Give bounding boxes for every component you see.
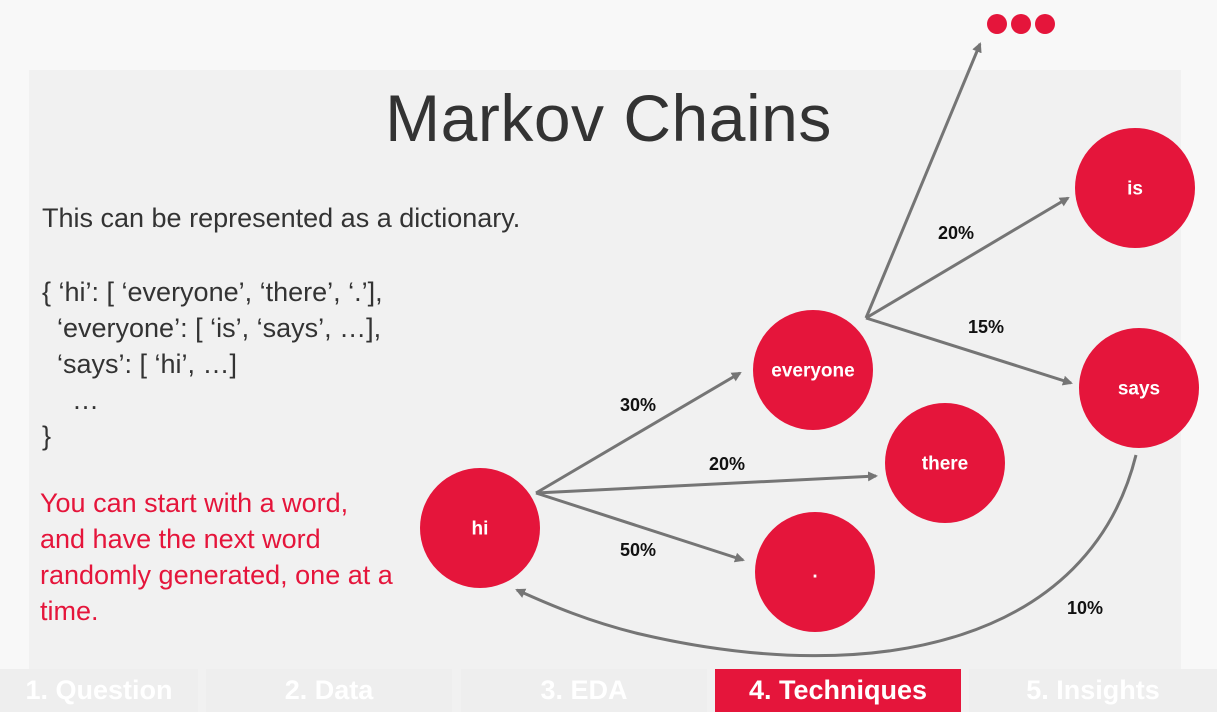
tab-question[interactable]: 1. Question [0, 669, 198, 712]
edge-everyone-is [865, 196, 1070, 320]
node-label: says [1118, 379, 1160, 400]
dict-line: … [42, 385, 100, 415]
edge-hi-period [535, 491, 745, 563]
edge-label-everyone-says: 15% [968, 317, 1004, 337]
node-hi: hi [420, 468, 540, 588]
tab-techniques[interactable]: 4. Techniques [715, 669, 961, 712]
section-tabs: 1. Question 2. Data 3. EDA 4. Techniques… [0, 669, 1217, 712]
node-label: is [1127, 179, 1143, 200]
edge-label-hi-everyone: 30% [620, 395, 656, 415]
edge-hi-there [535, 471, 878, 495]
tab-data[interactable]: 2. Data [206, 669, 452, 712]
ellipsis-dot [1011, 14, 1031, 34]
node-circle [1079, 328, 1199, 448]
tab-eda[interactable]: 3. EDA [461, 669, 707, 712]
edge-label-everyone-more: 20% [938, 223, 974, 243]
node-circle [420, 468, 540, 588]
intro-text: This can be represented as a dictionary. [42, 203, 521, 233]
edge-says-hi [515, 454, 1138, 658]
tab-insights[interactable]: 5. Insights [969, 669, 1217, 712]
node-is: is [1075, 128, 1195, 248]
node-everyone: everyone [753, 310, 873, 430]
node-label: there [922, 454, 968, 475]
node-label: hi [472, 519, 489, 540]
node-there: there [885, 403, 1005, 523]
dict-line: ‘everyone’: [ ‘is’, ‘says’, …], [42, 313, 382, 343]
node-circle [1075, 128, 1195, 248]
node-label: . [812, 562, 817, 583]
node-circle [885, 403, 1005, 523]
node-label: everyone [771, 361, 854, 382]
edge-everyone-says [865, 316, 1073, 386]
content-panel [29, 70, 1181, 712]
dict-line: ‘says’: [ ‘hi’, …] [42, 349, 238, 379]
ellipsis-dot [987, 14, 1007, 34]
edge-label-hi-period: 50% [620, 540, 656, 560]
edge-everyone-more [864, 42, 982, 319]
highlight-note: You can start with a word, and have the … [40, 488, 393, 626]
dict-line: { ‘hi’: [ ‘everyone’, ‘there’, ‘.’], [42, 277, 383, 307]
edge-label-says-hi: 10% [1067, 598, 1103, 618]
node-circle [755, 512, 875, 632]
edge-label-hi-there: 20% [709, 454, 745, 474]
node-more-ellipsis [987, 14, 1055, 34]
dictionary-code: { ‘hi’: [ ‘everyone’, ‘there’, ‘.’], ‘ev… [42, 274, 383, 454]
node-circle [753, 310, 873, 430]
edge-hi-everyone [535, 371, 742, 495]
dict-line: } [42, 421, 52, 451]
node-period: . [755, 512, 875, 632]
node-says: says [1079, 328, 1199, 448]
slide-title: Markov Chains [385, 81, 832, 155]
ellipsis-dot [1035, 14, 1055, 34]
